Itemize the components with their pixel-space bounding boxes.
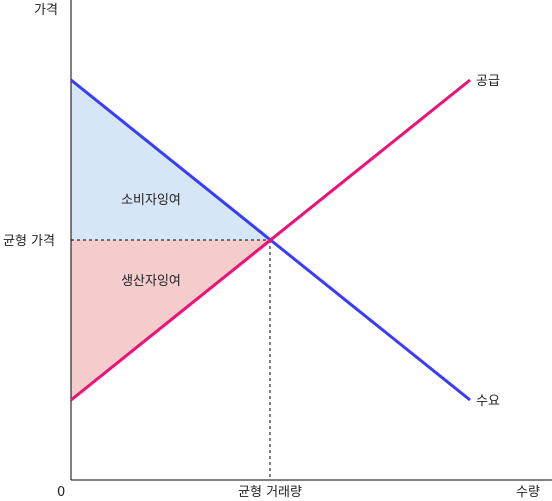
origin-label: 0 bbox=[57, 485, 65, 500]
supply-label: 공급 bbox=[476, 74, 500, 89]
x-axis-label: 수량 bbox=[516, 485, 540, 500]
producer-surplus-label: 생산자잉여 bbox=[121, 274, 181, 289]
consumer-surplus-label: 소비자잉여 bbox=[121, 193, 181, 208]
demand-label: 수요 bbox=[476, 394, 500, 409]
y-axis-label: 가격 bbox=[34, 3, 58, 18]
eq-price-label: 균형 가격 bbox=[3, 234, 55, 249]
eq-quantity-label: 균형 거래량 bbox=[238, 485, 302, 500]
supply-curve bbox=[70, 78, 471, 402]
